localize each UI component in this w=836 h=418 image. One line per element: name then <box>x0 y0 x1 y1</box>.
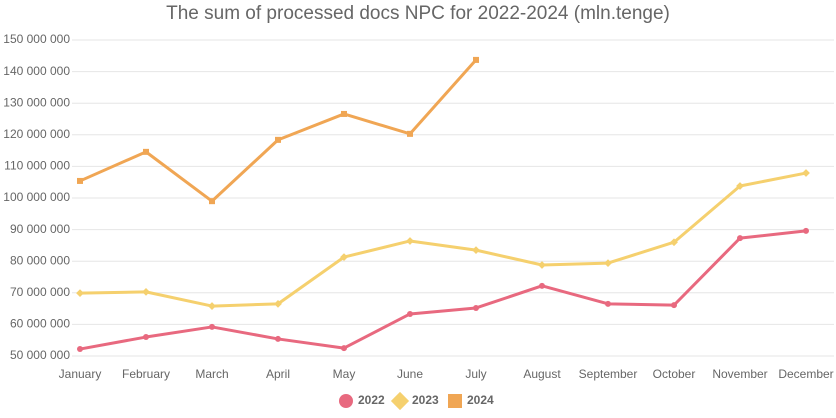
point <box>274 299 282 308</box>
point <box>142 287 150 296</box>
series-line <box>79 229 807 351</box>
point <box>473 56 479 63</box>
x-tick-label: September <box>579 367 638 381</box>
legend-label: 2023 <box>412 393 439 407</box>
y-tick-label: 110 000 000 <box>4 159 70 173</box>
legend-marker <box>339 394 353 408</box>
y-tick-label: 70 000 000 <box>10 285 70 299</box>
point <box>538 261 546 269</box>
y-tick-label: 80 000 000 <box>10 253 70 267</box>
point <box>737 235 743 242</box>
x-tick-label: November <box>712 367 767 381</box>
point <box>802 169 810 177</box>
series-line <box>79 58 478 203</box>
x-tick-label: October <box>653 367 696 381</box>
x-tick-label: February <box>122 367 170 381</box>
y-tick-label: 50 000 000 <box>10 348 70 362</box>
legend-marker <box>448 394 462 408</box>
x-tick-label: January <box>59 367 102 381</box>
series-line <box>79 171 807 308</box>
point <box>209 323 215 330</box>
x-tick-label: August <box>523 367 561 381</box>
point <box>605 300 611 307</box>
legend-label: 2024 <box>467 393 494 407</box>
point <box>803 227 809 234</box>
point <box>341 110 347 117</box>
y-tick-label: 100 000 000 <box>3 190 70 204</box>
point <box>670 238 678 247</box>
y-tick-label: 60 000 000 <box>10 317 70 331</box>
point <box>340 253 348 261</box>
point <box>275 335 281 342</box>
x-tick-label: December <box>778 367 833 381</box>
point <box>209 198 215 205</box>
point <box>671 302 677 309</box>
point <box>275 136 281 143</box>
point <box>736 182 744 190</box>
point <box>143 148 149 155</box>
legend-label: 2022 <box>358 393 385 407</box>
point <box>406 237 414 245</box>
point <box>341 345 347 352</box>
point <box>407 130 413 137</box>
x-tick-label: June <box>397 367 423 381</box>
point <box>604 259 612 267</box>
x-tick-label: April <box>266 367 290 381</box>
y-tick-label: 140 000 000 <box>3 64 70 78</box>
point <box>208 302 216 310</box>
point <box>472 246 480 255</box>
x-tick-label: July <box>465 367 486 381</box>
point <box>407 310 413 317</box>
y-tick-label: 150 000 000 <box>3 32 70 46</box>
point <box>77 177 83 184</box>
point <box>539 282 545 289</box>
point <box>473 304 479 311</box>
legend-marker <box>390 391 410 411</box>
chart-title: The sum of processed docs NPC for 2022-2… <box>166 3 670 24</box>
point <box>76 289 84 298</box>
x-tick-label: March <box>195 367 228 381</box>
point <box>143 334 149 341</box>
y-tick-label: 90 000 000 <box>10 222 70 236</box>
y-tick-label: 120 000 000 <box>3 127 70 141</box>
y-tick-label: 130 000 000 <box>3 95 70 109</box>
point <box>77 346 83 353</box>
x-tick-label: May <box>333 367 356 381</box>
